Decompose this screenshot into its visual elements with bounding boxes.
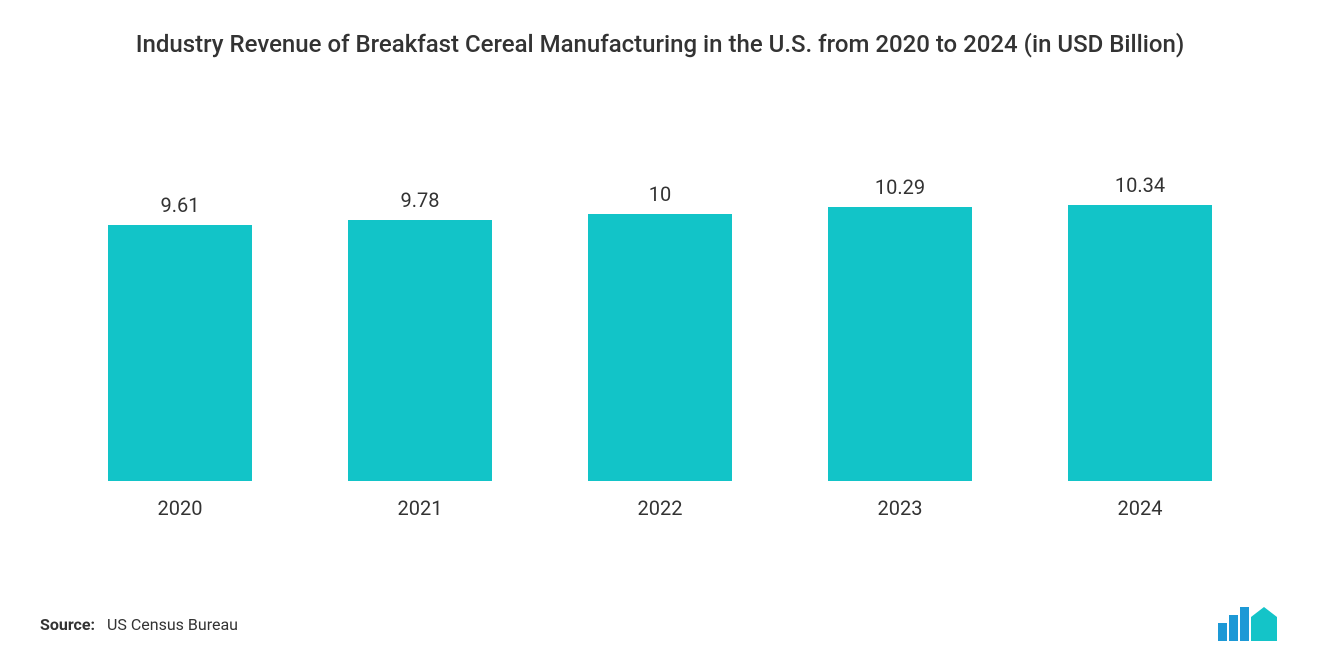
source-label: Source: (40, 615, 95, 634)
bar-column: 10.29 (780, 122, 1020, 481)
source-text: US Census Bureau (107, 615, 238, 634)
x-axis-label: 2021 (300, 482, 540, 520)
logo-icon (1218, 607, 1280, 641)
bar-rect (108, 225, 252, 481)
x-axis-label: 2022 (540, 482, 780, 520)
bar-rect (1068, 205, 1212, 481)
chart-container: Industry Revenue of Breakfast Cereal Man… (0, 0, 1320, 665)
x-axis-label: 2020 (60, 482, 300, 520)
bar-value-label: 10.29 (875, 175, 925, 199)
bar-rect (588, 214, 732, 481)
x-axis-label: 2023 (780, 482, 1020, 520)
bar-column: 10.34 (1020, 122, 1260, 481)
bar-value-label: 9.78 (401, 188, 440, 212)
brand-logo (1218, 607, 1280, 641)
bar-value-label: 10 (649, 182, 671, 206)
bar-rect (348, 220, 492, 481)
bar-value-label: 10.34 (1115, 173, 1165, 197)
x-axis-labels-row: 20202021202220232024 (40, 482, 1280, 520)
x-axis-label: 2024 (1020, 482, 1260, 520)
source-line: Source: US Census Bureau (40, 615, 238, 634)
bar-rect (828, 207, 972, 481)
chart-title: Industry Revenue of Breakfast Cereal Man… (110, 28, 1210, 62)
bar-column: 9.78 (300, 122, 540, 481)
plot-area: 9.61 9.78 10 10.29 10.34 (40, 122, 1280, 482)
chart-footer: Source: US Census Bureau (40, 607, 1280, 641)
bar-column: 10 (540, 122, 780, 481)
bar-column: 9.61 (60, 122, 300, 481)
bar-value-label: 9.61 (161, 193, 200, 217)
